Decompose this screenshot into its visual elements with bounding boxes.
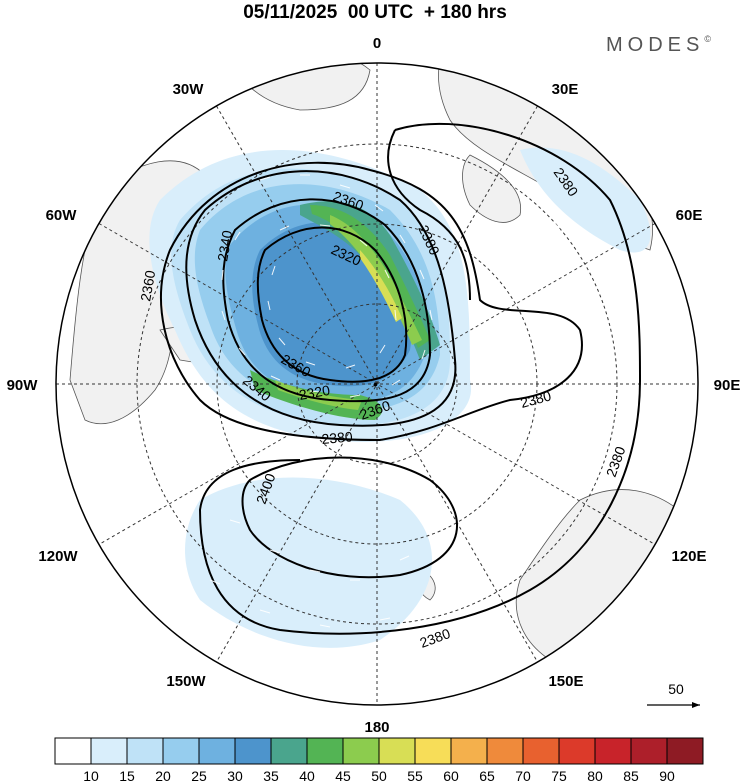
colorbar-swatch [486,737,524,765]
contour-label: 2340 [214,229,235,263]
lon-label-150w: 150W [166,673,206,690]
contour-label: 2380 [519,387,553,411]
colorbar-swatch [630,737,668,765]
wind-speed-shading [149,147,651,648]
map-title: 05/11/2025 00 UTC + 180 hrs [243,2,507,23]
colorbar-tick-label: 25 [191,768,207,782]
colorbar: 10 15 20 25 30 35 40 45 50 55 60 65 70 75 80 85 90 [54,737,704,782]
lon-label-60e: 60E [676,207,703,224]
colorbar-swatch [306,737,344,765]
wind-vectors [209,174,611,628]
contour-label: 2360 [137,269,158,303]
map-boundary [55,62,699,706]
lon-label-120e: 120E [671,548,706,565]
reference-vector-label: 50 [668,681,684,697]
height-contours [160,122,642,635]
colorbar-tick-label: 10 [83,768,99,782]
lon-label-30e: 30E [552,81,579,98]
lon-label-90w: 90W [7,377,39,394]
colorbar-tick-label: 85 [623,768,639,782]
colorbar-tick-label: 90 [659,768,675,782]
contour-label: 2380 [321,428,354,447]
low-center-marker: • [373,376,378,392]
colorbar-swatch [378,737,416,765]
lon-label-120w: 120W [38,548,78,565]
lon-label-0: 0 [373,35,381,52]
colorbar-tick-label: 15 [119,768,135,782]
lon-label-180: 180 [364,719,389,736]
colorbar-swatch [270,737,308,765]
colorbar-swatch [90,737,128,765]
colorbar-swatch [234,737,272,765]
colorbar-swatch [198,737,236,765]
colorbar-tick-label: 40 [299,768,315,782]
colorbar-tick-label: 60 [443,768,459,782]
colorbar-tick-label: 20 [155,768,171,782]
colorbar-swatch [666,737,704,765]
colorbar-swatch [54,737,92,765]
colorbar-tick-label: 55 [407,768,423,782]
colorbar-tick-label: 80 [587,768,603,782]
colorbar-swatch [450,737,488,765]
colorbar-swatch [594,737,632,765]
colorbar-tick-label: 35 [263,768,279,782]
colorbar-swatch [558,737,596,765]
colorbar-tick-label: 50 [371,768,387,782]
lon-label-30w: 30W [173,81,205,98]
lon-label-150e: 150E [548,673,583,690]
lon-label-60w: 60W [46,207,78,224]
reference-vector: 50 [647,681,700,708]
colorbar-tick-label: 70 [515,768,531,782]
lon-label-90e: 90E [714,377,741,394]
contour-label: 2320 [298,382,332,403]
colorbar-swatch [414,737,452,765]
colorbar-tick-label: 45 [335,768,351,782]
colorbar-tick-label: 65 [479,768,495,782]
colorbar-swatch [522,737,560,765]
colorbar-swatch [162,737,200,765]
colorbar-tick-label: 30 [227,768,243,782]
colorbar-swatch [126,737,164,765]
graticule [56,63,698,705]
longitude-labels: 0 30E 60E 90E 120E 150E 180 150W 120W 90… [7,35,741,736]
colorbar-swatch [342,737,380,765]
colorbar-tick-label: 75 [551,768,567,782]
modes-logo: MODES© [606,34,711,56]
